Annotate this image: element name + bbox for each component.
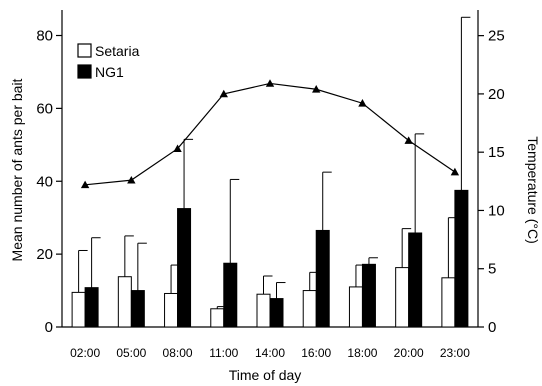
bar-ng1 [269, 298, 284, 328]
x-axis-title: Time of day [229, 367, 302, 383]
x-tick-label: 20:00 [394, 346, 424, 360]
bar-setaria [302, 290, 317, 328]
legend-swatch-ng1 [77, 64, 92, 79]
legend-label-setaria: Setaria [95, 43, 140, 59]
x-tick-label: 14:00 [255, 346, 285, 360]
legend: Setaria NG1 [77, 43, 140, 80]
error-bars [78, 16, 471, 309]
bar-ng1 [223, 262, 238, 328]
temperature-point [265, 79, 275, 87]
legend-swatch-setaria [77, 43, 92, 58]
x-tick-label: 16:00 [301, 346, 331, 360]
y2-tick-label: 20 [488, 86, 505, 103]
y2-tick-label: 5 [488, 261, 496, 278]
bar-ng1 [177, 208, 192, 328]
bar-ng1 [84, 287, 99, 328]
temperature-point [219, 89, 228, 98]
x-tick-label: 02:00 [70, 346, 100, 360]
y2-tick-label: 10 [488, 202, 505, 219]
y-tick-label: 20 [36, 246, 53, 263]
bar-setaria [348, 286, 363, 328]
bar-ng1 [315, 229, 330, 328]
temperature-point [80, 180, 90, 189]
x-tick-label: 18:00 [347, 346, 377, 360]
bar-setaria [71, 291, 86, 328]
x-tick-label: 05:00 [116, 346, 146, 360]
bar-setaria [395, 267, 410, 328]
bar-setaria [117, 276, 132, 328]
y2-tick-label: 15 [488, 144, 505, 161]
bar-setaria [256, 293, 271, 328]
bar-ng1 [361, 263, 376, 328]
bars [71, 189, 469, 328]
y-axis-title: Mean number of ants per bait [9, 78, 25, 261]
y2-tick-label: 0 [488, 319, 496, 336]
temperature-line [80, 79, 460, 189]
bar-setaria [441, 277, 456, 328]
temperature-point [358, 99, 367, 107]
bar-ng1 [454, 189, 469, 328]
bar-setaria [210, 308, 225, 328]
temperature-line-path [85, 82, 456, 186]
y-tick-label: 40 [36, 173, 53, 190]
y2-tick-label: 25 [488, 28, 505, 45]
x-tick-label: 08:00 [163, 346, 193, 360]
y-tick-label: 0 [45, 319, 53, 336]
legend-label-ng1: NG1 [95, 64, 124, 80]
bar-setaria [164, 292, 179, 328]
bar-ng1 [408, 232, 423, 328]
axes: 0 20 40 60 80 0 5 10 15 20 25 02:00 05:00 08:00 11:00 1… [36, 10, 505, 360]
y-tick-label: 80 [36, 28, 53, 45]
temperature-point [312, 85, 321, 93]
temperature-point [127, 175, 136, 184]
y-tick-label: 60 [36, 100, 53, 117]
temperature-point [404, 136, 413, 144]
temperature-point [173, 144, 182, 153]
bar-ng1 [130, 290, 145, 328]
y2-axis-title: Temperature (°C) [525, 136, 541, 244]
x-tick-label: 11:00 [209, 346, 238, 360]
x-tick-label: 23:00 [440, 346, 470, 360]
temperature-point [450, 167, 460, 176]
